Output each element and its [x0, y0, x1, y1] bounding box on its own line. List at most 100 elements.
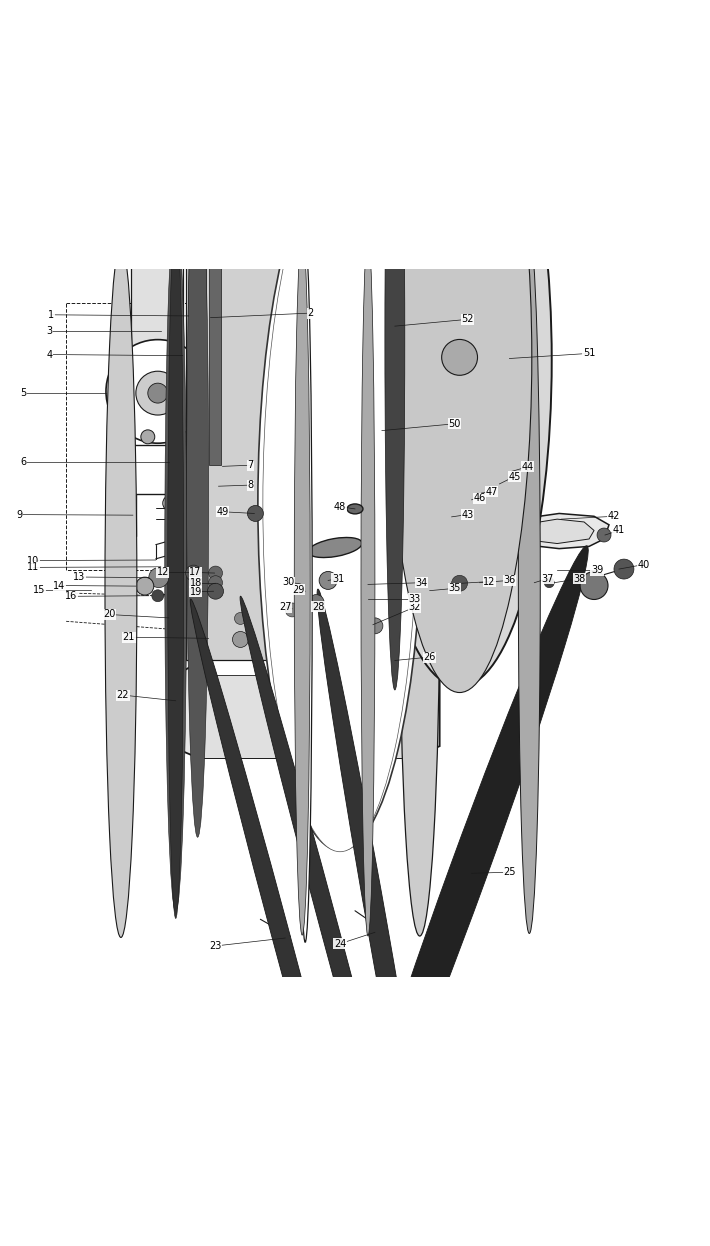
Bar [131, 0, 182, 425]
Circle shape [141, 430, 155, 444]
Text: 43: 43 [462, 510, 474, 520]
Text: 19: 19 [190, 587, 202, 597]
Circle shape [247, 506, 263, 521]
Circle shape [149, 568, 169, 588]
Text: 18: 18 [190, 578, 202, 588]
Circle shape [261, 472, 410, 622]
Ellipse shape [446, 511, 464, 521]
Text: 51: 51 [583, 349, 595, 359]
Text: 25: 25 [503, 867, 515, 877]
Circle shape [152, 589, 164, 602]
Ellipse shape [294, 233, 310, 936]
Ellipse shape [361, 468, 382, 475]
Circle shape [461, 492, 474, 506]
Circle shape [192, 495, 209, 511]
Polygon shape [191, 483, 509, 513]
Ellipse shape [361, 500, 382, 507]
Ellipse shape [240, 596, 420, 1246]
Ellipse shape [368, 508, 390, 515]
Ellipse shape [368, 523, 390, 531]
Circle shape [275, 487, 395, 607]
Ellipse shape [368, 34, 552, 687]
Text: 42: 42 [608, 511, 620, 521]
Ellipse shape [168, 216, 184, 918]
Text: 33: 33 [409, 593, 421, 603]
Text: 10: 10 [27, 556, 39, 566]
Circle shape [174, 430, 187, 444]
Text: 48: 48 [334, 502, 346, 512]
Text: 16: 16 [65, 592, 77, 602]
Ellipse shape [187, 135, 209, 837]
Text: 50: 50 [449, 419, 461, 429]
Ellipse shape [481, 488, 486, 493]
Circle shape [474, 487, 486, 500]
Ellipse shape [368, 476, 390, 482]
Ellipse shape [361, 483, 382, 491]
Text: 46: 46 [474, 493, 486, 503]
Bar [196, 118, 415, 758]
Text: 52: 52 [462, 314, 474, 324]
Text: 5: 5 [20, 388, 26, 399]
Bar [388, 0, 402, 324]
Polygon shape [519, 520, 594, 543]
Polygon shape [170, 667, 439, 755]
Circle shape [209, 576, 222, 589]
Circle shape [207, 583, 224, 599]
Circle shape [498, 461, 520, 482]
Ellipse shape [368, 429, 390, 435]
Text: 7: 7 [247, 460, 253, 470]
Bar [201, 35, 408, 675]
Text: 41: 41 [613, 526, 625, 536]
Ellipse shape [308, 537, 362, 557]
Text: 12: 12 [157, 567, 169, 577]
Text: 40: 40 [638, 559, 650, 569]
Ellipse shape [368, 460, 390, 467]
Text: 34: 34 [415, 578, 428, 588]
Circle shape [580, 572, 608, 599]
Circle shape [186, 566, 202, 581]
Ellipse shape [368, 445, 390, 451]
Ellipse shape [347, 546, 589, 1202]
Text: 20: 20 [103, 609, 115, 619]
Text: 14: 14 [53, 581, 65, 591]
Circle shape [136, 371, 180, 415]
Text: 31: 31 [332, 573, 344, 583]
Ellipse shape [298, 240, 312, 942]
Text: 3: 3 [46, 325, 53, 335]
Text: 35: 35 [449, 583, 461, 593]
Text: 38: 38 [573, 573, 585, 583]
Text: 30: 30 [282, 577, 295, 587]
Circle shape [308, 594, 324, 611]
Ellipse shape [361, 452, 382, 459]
Text: 8: 8 [247, 480, 253, 490]
Polygon shape [211, 629, 285, 648]
Circle shape [545, 578, 555, 588]
Ellipse shape [475, 492, 480, 497]
Text: 44: 44 [521, 462, 533, 472]
Ellipse shape [518, 233, 540, 933]
Circle shape [408, 582, 422, 596]
Ellipse shape [165, 209, 187, 912]
Text: 45: 45 [508, 471, 520, 481]
Circle shape [196, 512, 266, 582]
Circle shape [319, 572, 337, 589]
Text: 28: 28 [312, 602, 324, 612]
Circle shape [452, 576, 468, 592]
Ellipse shape [457, 502, 462, 507]
Text: 23: 23 [209, 941, 222, 951]
Ellipse shape [361, 436, 382, 444]
Text: 6: 6 [21, 457, 26, 467]
Text: 26: 26 [424, 652, 436, 662]
Text: 12: 12 [484, 577, 496, 587]
Circle shape [411, 591, 419, 598]
Text: 24: 24 [334, 938, 346, 948]
Circle shape [189, 309, 207, 326]
Text: 4: 4 [46, 350, 53, 360]
Polygon shape [509, 513, 609, 548]
Polygon shape [165, 613, 275, 624]
Ellipse shape [361, 233, 375, 936]
Ellipse shape [368, 492, 390, 498]
Circle shape [209, 566, 222, 581]
Text: 36: 36 [503, 576, 515, 586]
Ellipse shape [385, 0, 405, 690]
